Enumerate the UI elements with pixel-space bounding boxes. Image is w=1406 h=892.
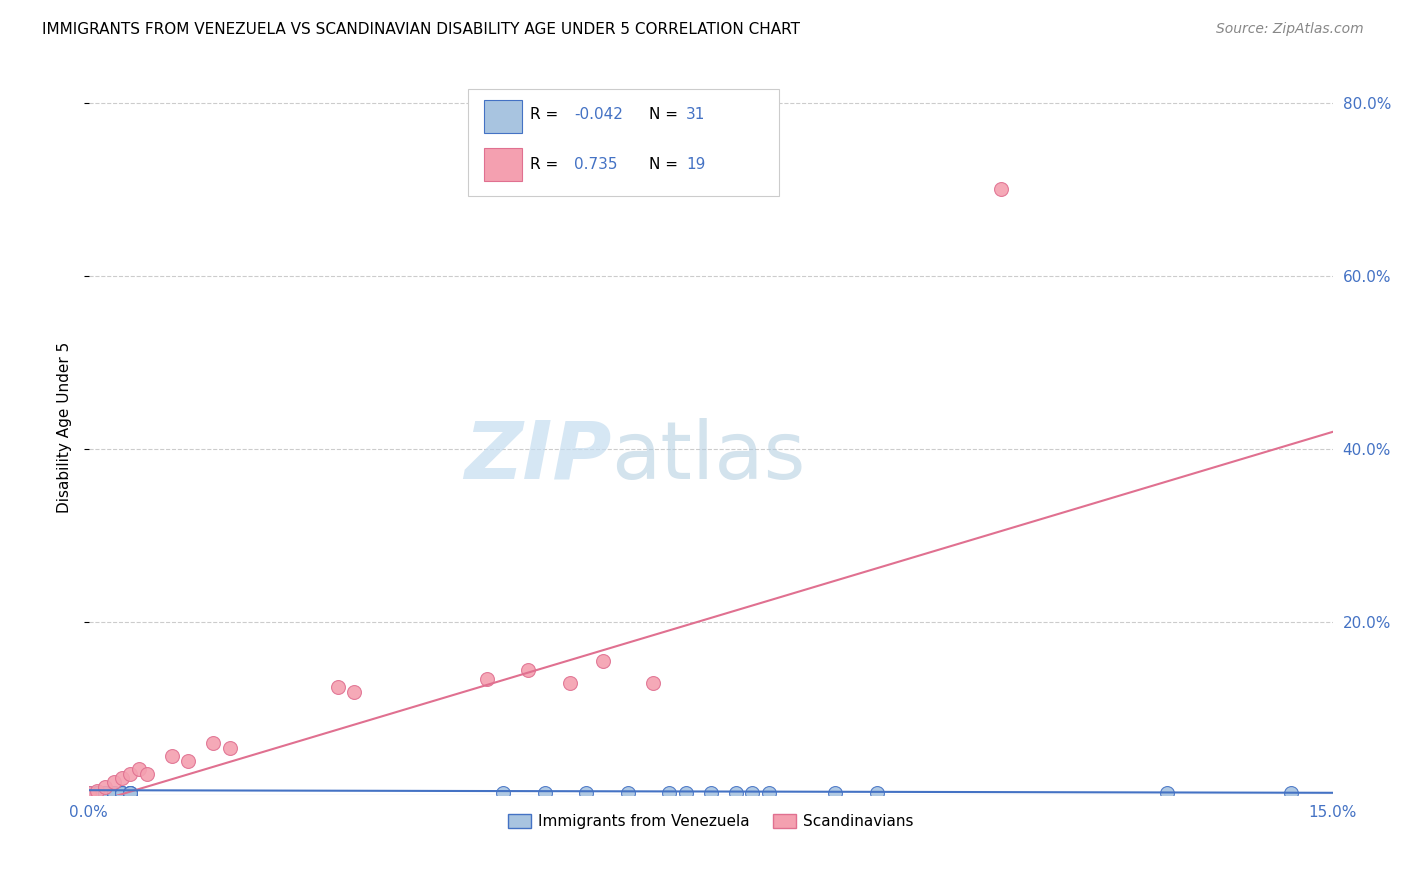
Point <box>94 786 117 800</box>
Text: atlas: atlas <box>612 418 806 496</box>
Point <box>111 786 134 800</box>
Point <box>326 680 349 694</box>
Point <box>120 786 142 800</box>
Point <box>111 771 134 785</box>
Point <box>824 786 846 800</box>
Text: R =: R = <box>530 157 558 171</box>
Point <box>724 786 747 800</box>
Point <box>120 786 142 800</box>
Point <box>343 684 366 698</box>
Point <box>1156 786 1178 800</box>
Text: 31: 31 <box>686 107 706 122</box>
Point <box>94 786 117 800</box>
Text: -0.042: -0.042 <box>574 107 623 122</box>
Point <box>86 786 108 800</box>
Point <box>218 740 240 755</box>
Point <box>866 786 889 800</box>
Point <box>675 786 697 800</box>
Point <box>120 766 142 780</box>
Point <box>103 786 125 800</box>
FancyBboxPatch shape <box>485 148 522 181</box>
Text: IMMIGRANTS FROM VENEZUELA VS SCANDINAVIAN DISABILITY AGE UNDER 5 CORRELATION CHA: IMMIGRANTS FROM VENEZUELA VS SCANDINAVIA… <box>42 22 800 37</box>
Point <box>558 676 581 690</box>
Point <box>128 763 150 777</box>
Point <box>592 654 614 668</box>
Text: ZIP: ZIP <box>464 418 612 496</box>
Text: N =: N = <box>648 107 678 122</box>
Point <box>86 784 108 798</box>
Point <box>111 786 134 800</box>
Point <box>700 786 723 800</box>
Text: 0.735: 0.735 <box>574 157 617 171</box>
Legend: Immigrants from Venezuela, Scandinavians: Immigrants from Venezuela, Scandinavians <box>502 808 920 836</box>
Point <box>120 786 142 800</box>
Y-axis label: Disability Age Under 5: Disability Age Under 5 <box>58 342 72 513</box>
Point <box>103 775 125 789</box>
Point <box>103 786 125 800</box>
Point <box>177 754 200 768</box>
Point <box>492 786 515 800</box>
Text: Source: ZipAtlas.com: Source: ZipAtlas.com <box>1216 22 1364 37</box>
Point <box>990 182 1012 196</box>
Point <box>86 786 108 800</box>
Point <box>77 786 100 800</box>
Point <box>758 786 780 800</box>
FancyBboxPatch shape <box>485 100 522 133</box>
Point <box>741 786 763 800</box>
Point <box>111 786 134 800</box>
Point <box>202 736 225 750</box>
Point <box>94 780 117 794</box>
Point <box>94 786 117 800</box>
Point <box>575 786 598 800</box>
Point <box>77 786 100 800</box>
Point <box>517 663 540 677</box>
Point <box>86 786 108 800</box>
FancyBboxPatch shape <box>468 89 779 195</box>
Point <box>641 676 664 690</box>
Point <box>475 672 498 686</box>
Text: 19: 19 <box>686 157 706 171</box>
Point <box>617 786 640 800</box>
Point <box>103 786 125 800</box>
Text: R =: R = <box>530 107 558 122</box>
Point <box>658 786 681 800</box>
Point <box>1279 786 1302 800</box>
Point <box>120 786 142 800</box>
Text: N =: N = <box>648 157 678 171</box>
Point <box>135 766 157 780</box>
Point <box>160 749 183 764</box>
Point <box>534 786 557 800</box>
